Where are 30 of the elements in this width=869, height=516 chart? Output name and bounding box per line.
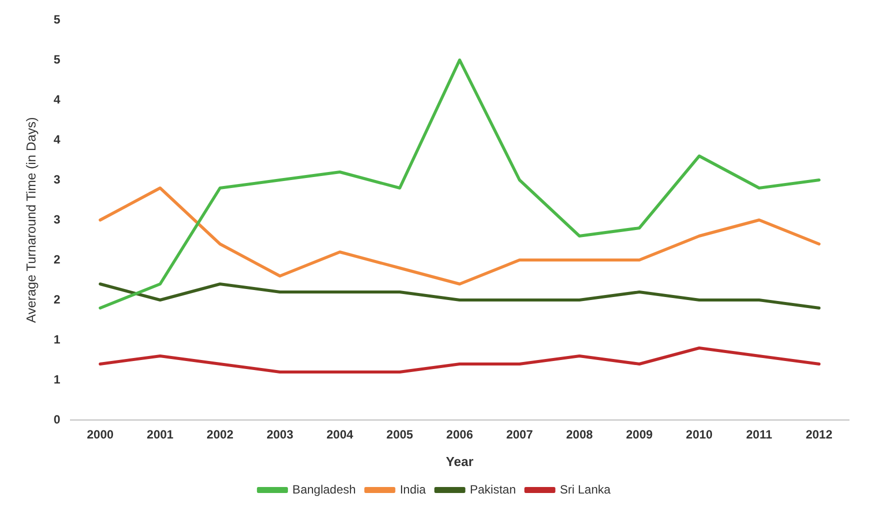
- x-tick-label: 2006: [446, 428, 474, 442]
- x-tick-label: 2012: [806, 428, 833, 442]
- x-tick-label: 2010: [686, 428, 713, 442]
- y-tick-label: 2: [54, 252, 61, 266]
- y-tick-label: 0: [54, 412, 61, 426]
- y-tick-label: 2: [54, 292, 61, 306]
- y-tick-label: 3: [54, 172, 61, 186]
- y-tick-label: 3: [54, 212, 61, 226]
- x-tick-label: 2002: [206, 428, 234, 442]
- x-tick-label: 2001: [146, 428, 174, 442]
- y-axis-title: Average Turnaround Time (in Days): [23, 117, 38, 323]
- x-tick-label: 2008: [566, 428, 594, 442]
- x-tick-label: 2009: [626, 428, 654, 442]
- x-tick-label: 2000: [86, 428, 114, 442]
- legend-label: Sri Lanka: [560, 482, 611, 496]
- legend-label: Pakistan: [470, 482, 516, 496]
- y-tick-label: 4: [54, 132, 61, 146]
- x-tick-label: 2003: [266, 428, 294, 442]
- y-tick-label: 5: [54, 52, 61, 66]
- y-tick-label: 5: [54, 12, 61, 26]
- legend-label: India: [400, 482, 426, 496]
- y-tick-label: 1: [54, 332, 61, 346]
- x-tick-label: 2004: [326, 428, 354, 442]
- y-tick-label: 1: [54, 372, 61, 386]
- x-tick-label: 2011: [746, 428, 772, 442]
- legend-label: Bangladesh: [292, 482, 356, 496]
- y-tick-label: 4: [54, 92, 61, 106]
- x-axis-title: Year: [446, 454, 474, 469]
- x-tick-label: 2007: [506, 428, 534, 442]
- x-tick-label: 2005: [386, 428, 414, 442]
